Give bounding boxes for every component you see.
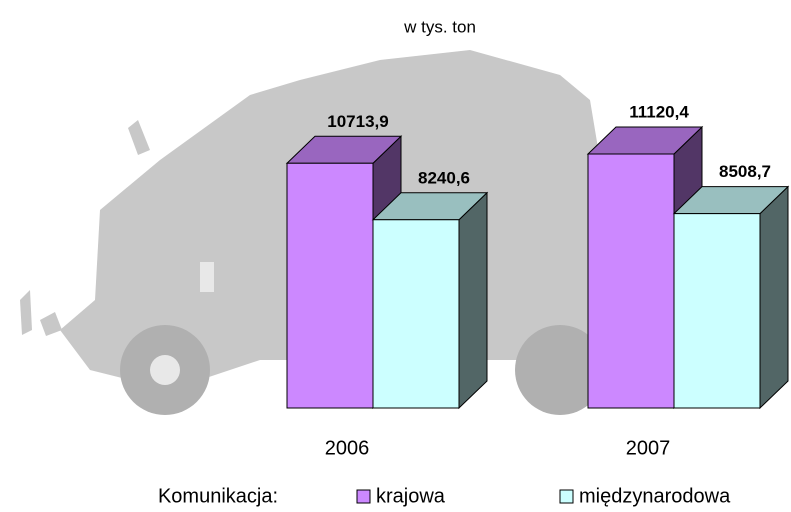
x-tick-label: 2007 <box>626 437 671 459</box>
x-tick-label: 2006 <box>325 437 370 459</box>
bar-front <box>673 213 761 409</box>
bar-front <box>372 219 460 409</box>
legend-swatch <box>559 489 574 504</box>
legend-label: międzynarodowa <box>579 485 731 507</box>
subtitle: w tys. ton <box>403 17 476 36</box>
value-label: 8508,7 <box>719 162 771 181</box>
value-label: 10713,9 <box>327 112 388 131</box>
bar-front <box>587 153 675 409</box>
bar <box>672 185 790 410</box>
bar-side <box>759 185 789 410</box>
value-label: 8240,6 <box>418 168 470 187</box>
legend-title: Komunikacja: <box>158 485 278 507</box>
bar <box>371 191 489 410</box>
legend-label: krajowa <box>376 485 446 507</box>
value-label: 11120,4 <box>629 102 689 121</box>
legend-swatch <box>356 489 371 504</box>
bar-side <box>458 191 488 410</box>
bar-front <box>286 162 374 409</box>
